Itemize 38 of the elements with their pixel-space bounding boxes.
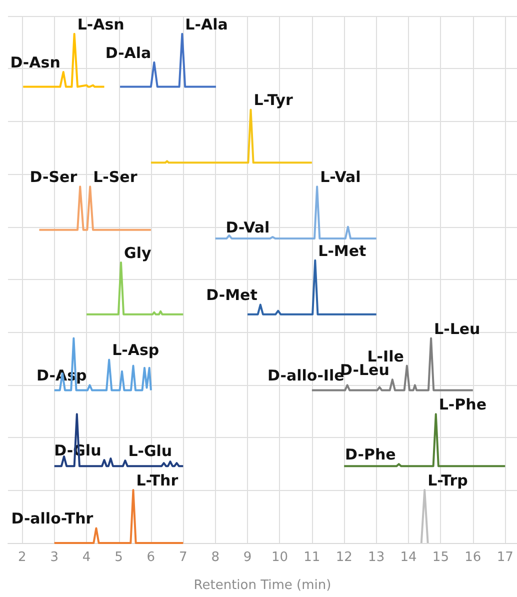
x-tick-label: 10 <box>271 550 288 565</box>
annotation: L-Asn <box>77 15 124 34</box>
x-tick-label: 16 <box>464 550 482 565</box>
x-tick-label: 7 <box>179 550 188 565</box>
annotation: L-Met <box>318 242 366 260</box>
annotation: D-Val <box>226 218 270 236</box>
annotation: D-allo-Thr <box>11 510 94 528</box>
annotation: L-Ser <box>93 168 138 186</box>
x-tick-label: 3 <box>50 550 58 565</box>
annotation: L-Leu <box>434 320 480 338</box>
annotation: D-Asn <box>10 54 60 72</box>
annotation: L-Glu <box>128 442 172 460</box>
x-tick-label: 2 <box>18 550 26 565</box>
annotation: L-Ile <box>367 347 404 366</box>
x-tick-label: 17 <box>496 550 514 565</box>
annotation: L-Phe <box>438 396 487 414</box>
x-tick-label: 11 <box>304 550 320 565</box>
x-tick-label: 9 <box>243 550 252 565</box>
annotation: L-Trp <box>428 472 468 490</box>
annotation: L-Val <box>320 168 361 186</box>
annotation: D-Met <box>206 286 258 304</box>
annotation: L-Asp <box>112 341 160 360</box>
annotation: D-Ala <box>105 44 152 62</box>
annotation: L-Tyr <box>254 91 294 110</box>
x-tick-label: 15 <box>432 550 449 565</box>
x-tick-label: 12 <box>336 550 352 565</box>
x-tick-label: 8 <box>211 550 220 565</box>
x-tick-label: 13 <box>368 550 385 565</box>
x-tick-label: 14 <box>400 550 417 565</box>
annotation: Gly <box>124 244 152 262</box>
annotation: D-Ser <box>30 168 78 186</box>
x-axis-title: Retention Time (min) <box>194 578 332 593</box>
annotation: L-Ala <box>185 15 228 34</box>
annotation: L-Thr <box>136 472 179 490</box>
annotation: D-Phe <box>345 446 396 464</box>
x-tick-label: 4 <box>82 550 91 565</box>
x-tick-label: 5 <box>114 550 123 565</box>
x-tick-label: 6 <box>146 550 156 565</box>
